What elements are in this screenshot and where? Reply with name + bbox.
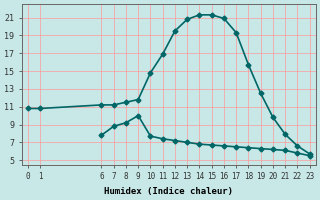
X-axis label: Humidex (Indice chaleur): Humidex (Indice chaleur) bbox=[104, 187, 233, 196]
